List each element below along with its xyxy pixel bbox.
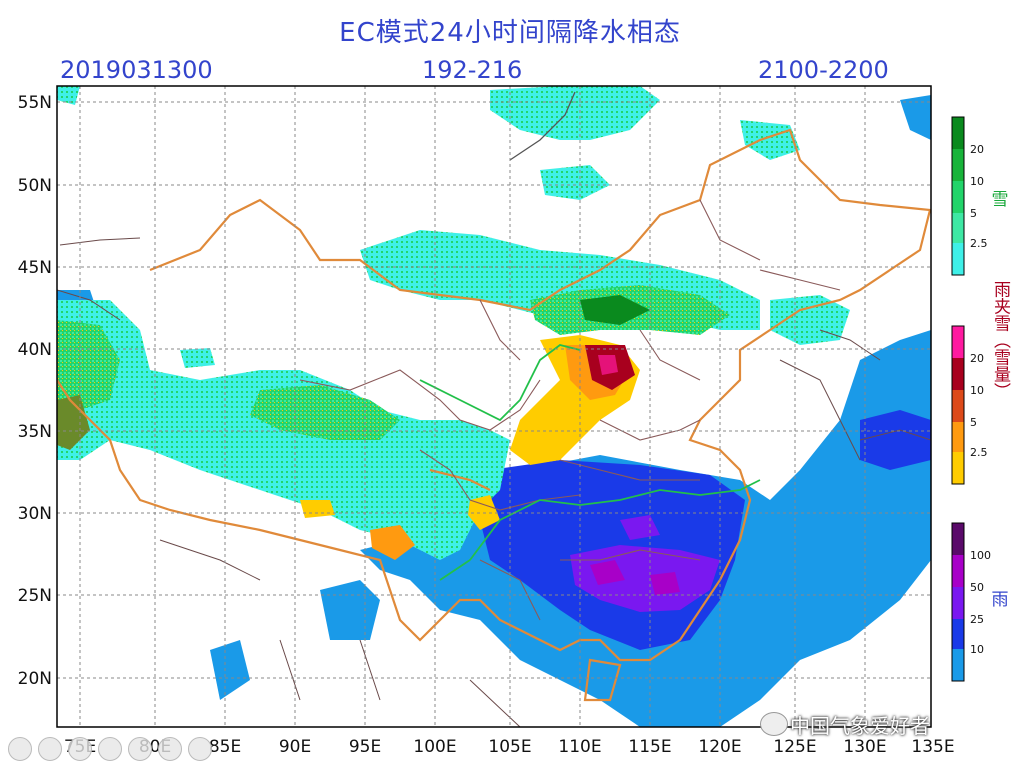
- legend-swatch: [952, 390, 964, 422]
- init-time-label: 2019031300: [60, 56, 213, 84]
- legend-label: 50: [970, 581, 984, 594]
- legend-label: 25: [970, 613, 984, 626]
- legend-swatch: [952, 117, 964, 149]
- legend-label: 10: [970, 643, 984, 656]
- control-button[interactable]: [188, 737, 212, 761]
- control-button[interactable]: [68, 737, 92, 761]
- legend-mix: 20 10 5 2.5 雨夹雪（雪量）: [951, 281, 1011, 485]
- legend-swatch: [952, 587, 964, 619]
- legend-label: 10: [970, 384, 984, 397]
- lat-tick: 20N: [18, 669, 52, 689]
- legend-label: 5: [970, 416, 977, 429]
- lon-tick: 90E: [279, 737, 311, 757]
- lon-tick: 125E: [773, 737, 816, 757]
- legend-swatch: [952, 326, 964, 358]
- legend-swatch: [952, 649, 964, 681]
- lat-tick: 45N: [18, 258, 52, 278]
- legend-label: 2.5: [970, 446, 988, 459]
- legend-swatch: [952, 243, 964, 275]
- watermark: 中国气象爱好者: [790, 714, 930, 738]
- lat-tick: 50N: [18, 176, 52, 196]
- map-title: EC模式24小时间隔降水相态: [339, 18, 681, 48]
- grid-lines: [57, 86, 931, 727]
- wechat-icon: [760, 712, 788, 736]
- lon-tick: 85E: [209, 737, 241, 757]
- lon-tick: 130E: [843, 737, 886, 757]
- lon-tick: 100E: [413, 737, 456, 757]
- legend-label: 20: [970, 143, 984, 156]
- legend-swatch: [952, 422, 964, 452]
- legend-snow: 20 10 5 2.5 雪: [951, 116, 1009, 276]
- legend-swatch: [952, 213, 964, 243]
- legend-label: 5: [970, 207, 977, 220]
- legend-swatch: [952, 181, 964, 213]
- legend-title: 雪: [992, 190, 1009, 210]
- legend-swatch: [952, 619, 964, 649]
- legend-rain: 100 50 25 10 雨: [951, 522, 1009, 682]
- legend-swatch: [952, 149, 964, 181]
- legend-title: 雨夹雪（雪量）: [990, 281, 1011, 400]
- valid-time-label: 2100-2200: [758, 56, 889, 84]
- forecast-hour-label: 192-216: [422, 56, 523, 84]
- precipitation-field: [57, 86, 931, 727]
- control-button[interactable]: [38, 737, 62, 761]
- lat-tick: 40N: [18, 340, 52, 360]
- lon-tick: 115E: [628, 737, 671, 757]
- lon-tick: 105E: [488, 737, 531, 757]
- lon-axis: 75E 80E 85E 90E 95E 100E 105E 110E 115E …: [64, 737, 955, 757]
- map-frame: [56, 85, 932, 728]
- legend-swatch: [952, 452, 964, 484]
- lon-tick: 135E: [911, 737, 954, 757]
- control-button[interactable]: [158, 737, 182, 761]
- neighbor-borders: [57, 237, 931, 727]
- legend-label: 2.5: [970, 237, 988, 250]
- control-button[interactable]: [98, 737, 122, 761]
- lat-tick: 30N: [18, 504, 52, 524]
- legend-swatch: [952, 523, 964, 555]
- legend-label: 10: [970, 175, 984, 188]
- legend-title: 雨: [992, 590, 1009, 610]
- lat-tick: 35N: [18, 422, 52, 442]
- lat-axis: 55N 50N 45N 40N 35N 30N 25N 20N: [18, 93, 52, 689]
- legend-swatch: [952, 358, 964, 390]
- legend-swatch: [952, 555, 964, 587]
- lat-tick: 25N: [18, 586, 52, 606]
- legend-label: 20: [970, 352, 984, 365]
- province-borders: [299, 199, 841, 621]
- control-button[interactable]: [128, 737, 152, 761]
- lon-tick: 120E: [698, 737, 741, 757]
- control-button[interactable]: [8, 737, 32, 761]
- lon-tick: 110E: [558, 737, 601, 757]
- lon-tick: 95E: [349, 737, 381, 757]
- legend-label: 100: [970, 549, 991, 562]
- lat-tick: 55N: [18, 93, 52, 113]
